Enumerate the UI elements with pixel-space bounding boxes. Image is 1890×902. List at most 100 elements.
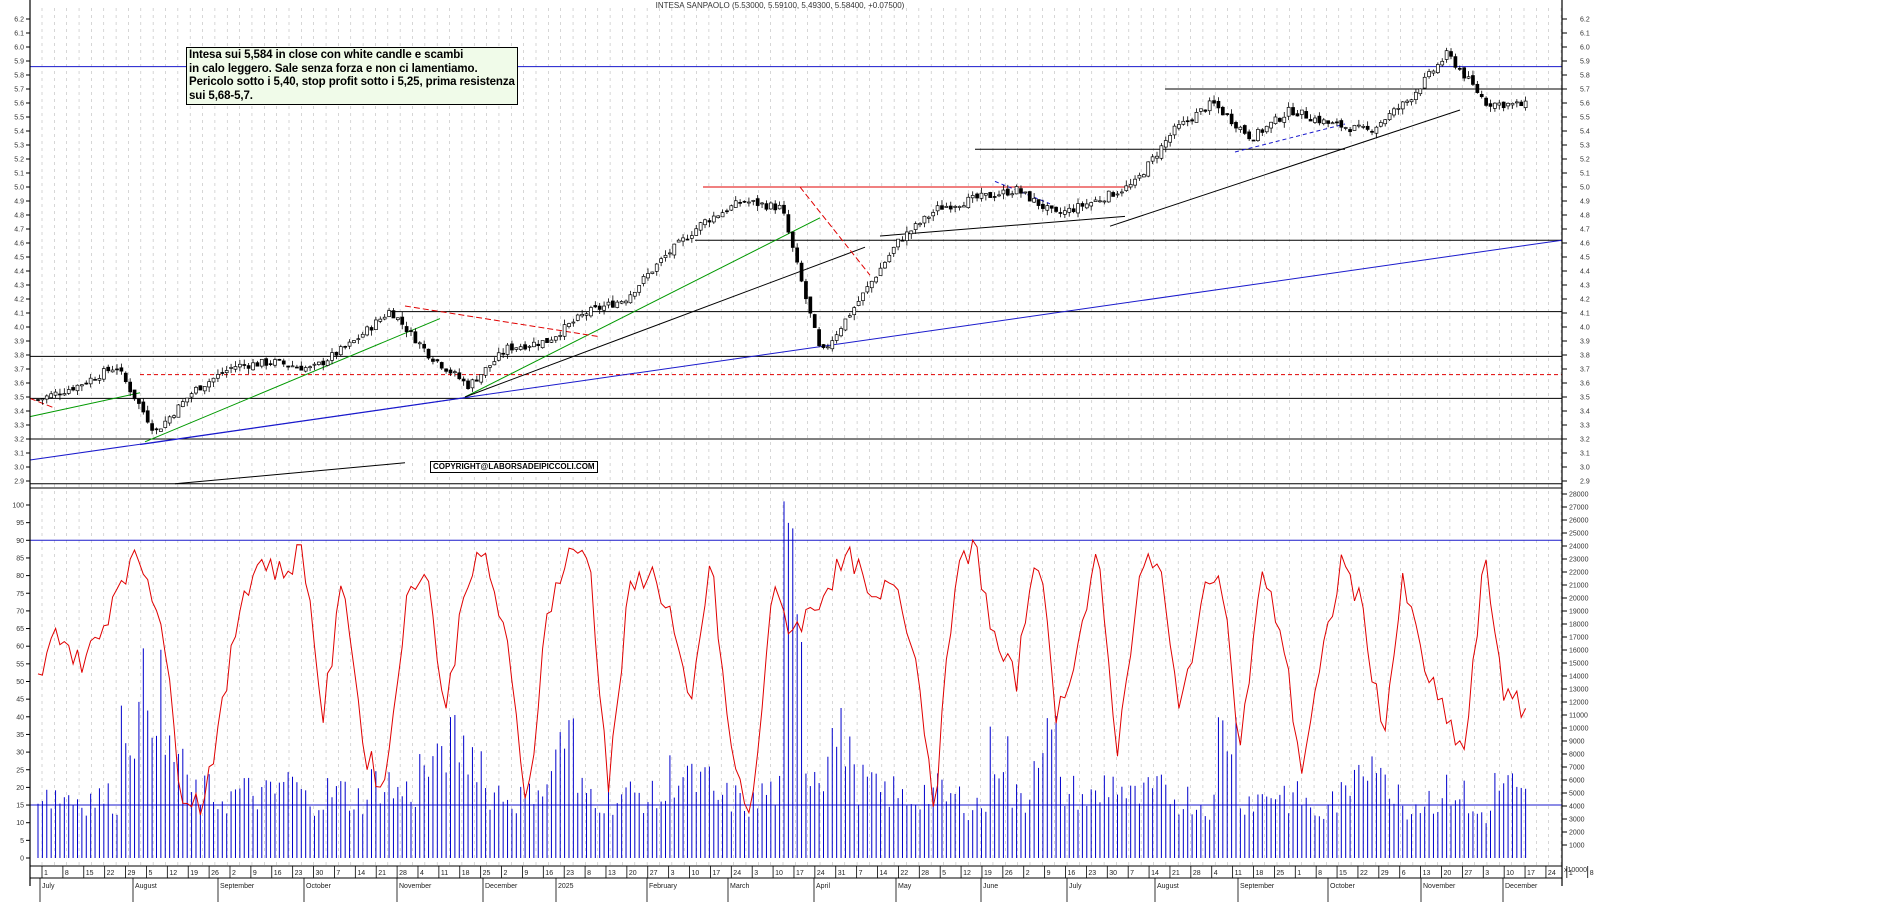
svg-text:21000: 21000: [1569, 583, 1589, 590]
svg-text:9: 9: [253, 870, 257, 877]
svg-text:September: September: [1240, 883, 1275, 890]
svg-text:September: September: [220, 883, 255, 890]
svg-text:28000: 28000: [1569, 492, 1589, 499]
svg-text:4.2: 4.2: [1580, 297, 1590, 304]
svg-text:60: 60: [16, 644, 24, 651]
svg-text:21: 21: [378, 870, 386, 877]
svg-text:26000: 26000: [1569, 518, 1589, 525]
svg-text:3.9: 3.9: [14, 339, 24, 346]
svg-text:27000: 27000: [1569, 505, 1589, 512]
svg-text:4: 4: [420, 870, 424, 877]
svg-text:October: October: [306, 883, 332, 890]
svg-text:14: 14: [1151, 870, 1159, 877]
svg-text:3: 3: [754, 870, 758, 877]
svg-text:22: 22: [900, 870, 908, 877]
oscillator-line: [37, 538, 1527, 816]
svg-text:85: 85: [16, 555, 24, 562]
svg-text:5.1: 5.1: [14, 171, 24, 178]
annotation-line: in calo leggero. Sale senza forza e non …: [189, 62, 478, 75]
svg-text:3: 3: [671, 870, 675, 877]
svg-text:14: 14: [880, 870, 888, 877]
svg-text:5.1: 5.1: [1580, 171, 1590, 178]
svg-text:4.6: 4.6: [1580, 241, 1590, 248]
svg-text:27: 27: [1464, 870, 1472, 877]
svg-text:13: 13: [1423, 870, 1431, 877]
svg-text:5.9: 5.9: [14, 59, 24, 66]
svg-text:5.7: 5.7: [1580, 87, 1590, 94]
svg-text:25: 25: [16, 767, 24, 774]
svg-text:June: June: [983, 883, 998, 890]
svg-text:December: December: [1505, 883, 1538, 890]
svg-text:3.8: 3.8: [1580, 353, 1590, 360]
svg-text:October: October: [1330, 883, 1356, 890]
svg-text:5.2: 5.2: [1580, 157, 1590, 164]
svg-text:70: 70: [16, 608, 24, 615]
svg-text:3.0: 3.0: [14, 465, 24, 472]
svg-text:1: 1: [44, 870, 48, 877]
svg-text:30: 30: [16, 750, 24, 757]
svg-text:10: 10: [692, 870, 700, 877]
svg-text:22000: 22000: [1569, 570, 1589, 577]
svg-text:10: 10: [16, 820, 24, 827]
svg-text:3: 3: [1485, 870, 1489, 877]
svg-text:7: 7: [1130, 870, 1134, 877]
svg-text:4.3: 4.3: [14, 283, 24, 290]
svg-text:28: 28: [1193, 870, 1201, 877]
svg-text:28: 28: [399, 870, 407, 877]
svg-text:17000: 17000: [1569, 635, 1589, 642]
svg-text:4.0: 4.0: [1580, 325, 1590, 332]
svg-text:6.1: 6.1: [1580, 31, 1590, 38]
svg-text:12: 12: [963, 870, 971, 877]
chart-title: INTESA SANPAOLO (5.53000, 5.59100, 5.493…: [655, 1, 905, 10]
svg-text:3.6: 3.6: [1580, 381, 1590, 388]
svg-text:30: 30: [1109, 870, 1117, 877]
svg-text:1000: 1000: [1569, 843, 1585, 850]
svg-text:4.9: 4.9: [1580, 199, 1590, 206]
svg-text:24000: 24000: [1569, 544, 1589, 551]
svg-text:4: 4: [1214, 870, 1218, 877]
svg-text:100: 100: [12, 503, 24, 510]
svg-text:5: 5: [942, 870, 946, 877]
svg-text:3.7: 3.7: [14, 367, 24, 374]
svg-text:November: November: [399, 883, 432, 890]
svg-text:4.6: 4.6: [14, 241, 24, 248]
svg-text:28: 28: [921, 870, 929, 877]
svg-text:6.1: 6.1: [14, 31, 24, 38]
svg-text:5.0: 5.0: [14, 185, 24, 192]
svg-text:17: 17: [712, 870, 720, 877]
svg-text:7: 7: [859, 870, 863, 877]
svg-text:20: 20: [629, 870, 637, 877]
svg-text:19000: 19000: [1569, 609, 1589, 616]
annotation-line: Pericolo sotto i 5,40, stop profit sotto…: [189, 76, 515, 88]
svg-text:5.0: 5.0: [1580, 185, 1590, 192]
svg-text:4.4: 4.4: [14, 269, 24, 276]
svg-text:August: August: [135, 883, 157, 890]
svg-text:10: 10: [1506, 870, 1514, 877]
svg-text:4.7: 4.7: [14, 227, 24, 234]
svg-text:3.4: 3.4: [1580, 409, 1590, 416]
svg-text:12: 12: [169, 870, 177, 877]
annotation-line: Intesa sui 5,584 in close con white cand…: [189, 49, 464, 61]
svg-text:3.1: 3.1: [14, 451, 24, 458]
svg-text:15: 15: [86, 870, 94, 877]
svg-text:5: 5: [148, 870, 152, 877]
svg-text:0: 0: [20, 856, 24, 863]
svg-text:3.3: 3.3: [1580, 423, 1590, 430]
svg-text:23: 23: [295, 870, 303, 877]
svg-text:9000: 9000: [1569, 739, 1585, 746]
svg-text:2.9: 2.9: [1580, 479, 1590, 486]
svg-text:5.5: 5.5: [1580, 115, 1590, 122]
svg-text:19: 19: [190, 870, 198, 877]
svg-text:4.1: 4.1: [1580, 311, 1590, 318]
svg-text:16: 16: [545, 870, 553, 877]
svg-text:22: 22: [107, 870, 115, 877]
svg-text:April: April: [816, 883, 830, 890]
svg-text:5.4: 5.4: [14, 129, 24, 136]
svg-text:90: 90: [16, 538, 24, 545]
svg-text:4.1: 4.1: [14, 311, 24, 318]
svg-text:November: November: [1423, 883, 1456, 890]
svg-text:6000: 6000: [1569, 778, 1585, 785]
svg-text:5.3: 5.3: [1580, 143, 1590, 150]
svg-text:6.2: 6.2: [1580, 17, 1590, 24]
